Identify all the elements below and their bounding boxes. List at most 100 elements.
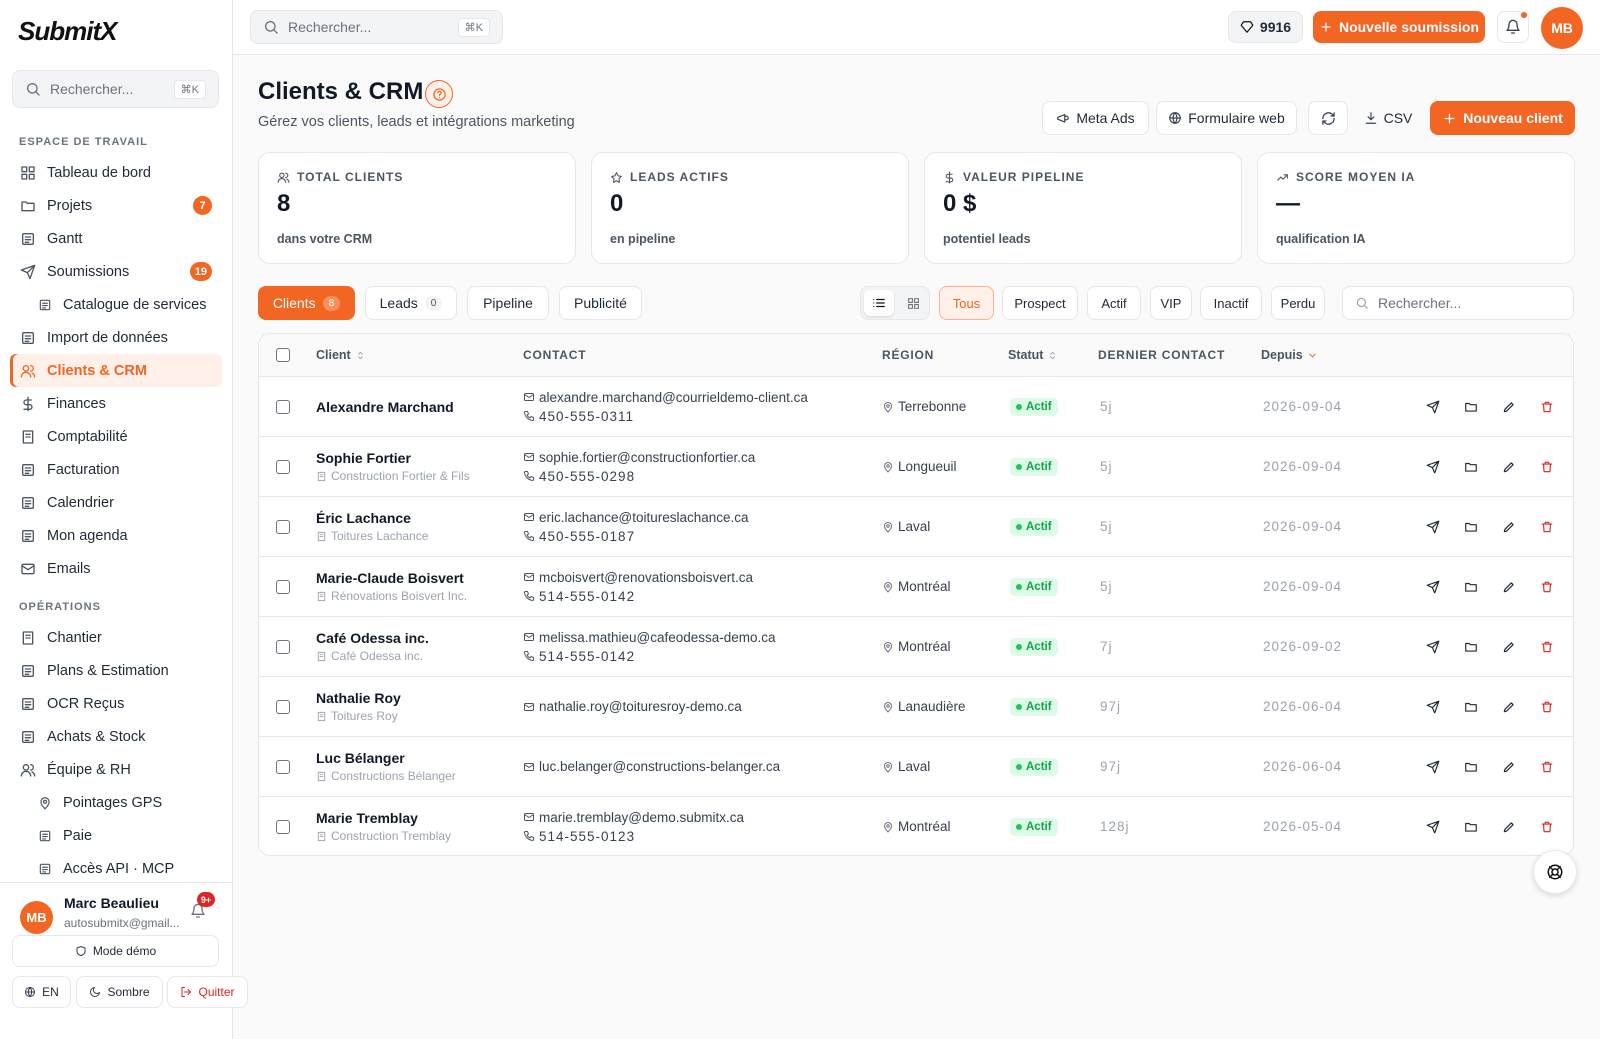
new-client[interactable]: Nouveau client (1430, 101, 1575, 135)
row-action[interactable] (1502, 797, 1516, 855)
nav-item[interactable]: Accès API · MCP (10, 852, 222, 882)
row-action[interactable] (1464, 437, 1478, 496)
row-action[interactable] (1464, 377, 1478, 436)
row-action[interactable] (1464, 737, 1478, 796)
nav-item[interactable]: Chantier (10, 621, 222, 654)
checkbox[interactable] (276, 699, 290, 714)
filter[interactable]: VIP (1150, 286, 1192, 320)
row-action[interactable] (1502, 377, 1516, 436)
action-button[interactable]: Formulaire web (1156, 101, 1297, 135)
nav-item[interactable]: Plans & Estimation (10, 654, 222, 687)
row-action[interactable] (1426, 617, 1440, 676)
icon (884, 521, 892, 532)
row-action[interactable] (1502, 497, 1516, 556)
row-action[interactable] (1540, 737, 1554, 796)
sidebar-search[interactable]: Rechercher... ⌘K (12, 70, 219, 108)
help-button[interactable] (425, 80, 453, 108)
row-action[interactable] (1464, 617, 1478, 676)
status-badge: Actif (1010, 697, 1058, 716)
row-action[interactable] (1426, 377, 1440, 436)
logo-text: SubmitX (18, 15, 117, 46)
row-action[interactable] (1426, 557, 1440, 616)
row-action[interactable] (1426, 737, 1440, 796)
nav-item[interactable]: Catalogue de services (10, 288, 222, 321)
refresh-button[interactable] (1308, 101, 1348, 135)
nav-item[interactable]: OCR Reçus (10, 687, 222, 720)
checkbox[interactable] (276, 459, 290, 474)
checkbox[interactable] (276, 819, 290, 834)
filter[interactable]: Actif (1087, 286, 1141, 320)
nav-item[interactable]: Clients & CRM (10, 354, 222, 387)
action-button[interactable]: CSV (1358, 101, 1418, 135)
row-action[interactable] (1502, 737, 1516, 796)
filter[interactable]: Inactif (1200, 286, 1262, 320)
row-action[interactable] (1540, 797, 1554, 855)
filter-search[interactable]: Rechercher... (1342, 286, 1574, 320)
row-action[interactable] (1502, 557, 1516, 616)
nav-item[interactable]: Soumissions 19 (10, 255, 222, 288)
row-action[interactable] (1464, 677, 1478, 736)
nav-item[interactable]: Achats & Stock (10, 720, 222, 753)
row-action[interactable] (1540, 617, 1554, 676)
tab[interactable]: Publicité (559, 286, 642, 320)
row-action[interactable] (1540, 557, 1554, 616)
row-action[interactable] (1464, 797, 1478, 855)
checkbox[interactable] (276, 639, 290, 654)
row-action[interactable] (1426, 497, 1440, 556)
action-button[interactable]: Meta Ads (1042, 101, 1149, 135)
checkbox[interactable] (276, 519, 290, 534)
demo-button[interactable]: Mode démo (12, 935, 219, 967)
row-action[interactable] (1540, 497, 1554, 556)
filter[interactable]: Prospect (1002, 286, 1078, 320)
filter[interactable]: Tous (939, 286, 994, 320)
grid-view[interactable] (898, 290, 928, 316)
row-action[interactable] (1540, 677, 1554, 736)
nav-item[interactable]: Emails (10, 552, 222, 585)
client-company: Construction Fortier & Fils (316, 469, 470, 483)
nav-item[interactable]: Paie (10, 819, 222, 852)
nav-item[interactable]: Comptabilité (10, 420, 222, 453)
filter[interactable]: Perdu (1271, 286, 1325, 320)
checkbox[interactable] (276, 579, 290, 594)
new-submission[interactable]: Nouvelle soumission (1313, 11, 1485, 43)
avatar[interactable]: MB (1541, 7, 1583, 49)
nav-item[interactable]: Calendrier (10, 486, 222, 519)
nav-item[interactable]: Finances (10, 387, 222, 420)
nav-item[interactable]: Facturation (10, 453, 222, 486)
row-action[interactable] (1426, 677, 1440, 736)
help-float[interactable] (1533, 850, 1577, 894)
contact-email: alexandre.marchand@courrieldemo-client.c… (523, 388, 808, 407)
top-search[interactable]: Rechercher... ⌘K (250, 10, 503, 44)
row-action[interactable] (1540, 437, 1554, 496)
row-action[interactable] (1426, 797, 1440, 855)
nav-item[interactable]: Mon agenda (10, 519, 222, 552)
nav-item[interactable]: Pointages GPS (10, 786, 222, 819)
row-action[interactable] (1502, 617, 1516, 676)
nav-item[interactable]: Import de données (10, 321, 222, 354)
row-action[interactable] (1464, 557, 1478, 616)
checkbox[interactable] (276, 348, 290, 362)
nav-item[interactable]: Équipe & RH (10, 753, 222, 786)
row-action[interactable] (1502, 437, 1516, 496)
tab[interactable]: Pipeline (467, 286, 549, 320)
column-header[interactable]: Depuis (1261, 334, 1318, 376)
row-action[interactable] (1502, 677, 1516, 736)
row-action[interactable] (1464, 497, 1478, 556)
checkbox[interactable] (276, 399, 290, 414)
checkbox[interactable] (276, 759, 290, 774)
tab[interactable]: Leads 0 (365, 286, 457, 320)
nav-item[interactable]: Projets 7 (10, 189, 222, 222)
footer-button[interactable]: EN (12, 976, 71, 1008)
icon-shape (22, 232, 34, 245)
column-header[interactable]: Client (316, 334, 366, 376)
row-action[interactable] (1426, 437, 1440, 496)
tab[interactable]: Clients 8 (258, 286, 355, 320)
list-view[interactable] (864, 290, 894, 316)
footer-button[interactable]: Quitter (167, 976, 248, 1008)
column-header[interactable]: Statut (1008, 334, 1058, 376)
nav-item[interactable]: Gantt (10, 222, 222, 255)
footer-button[interactable]: Sombre (76, 976, 163, 1008)
status-badge: Actif (1010, 757, 1058, 776)
row-action[interactable] (1540, 377, 1554, 436)
nav-item[interactable]: Tableau de bord (10, 156, 222, 189)
